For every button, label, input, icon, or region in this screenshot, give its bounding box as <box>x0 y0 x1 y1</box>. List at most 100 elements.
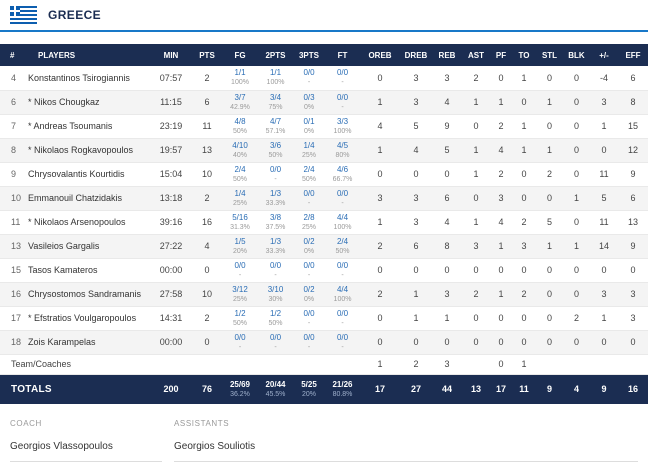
stat-p3: 0/1 0% <box>293 114 325 139</box>
totals-dreb: 27 <box>400 374 432 404</box>
stat-reb: 0 <box>432 258 462 283</box>
players-tbody: 4 Konstantinos Tsirogiannis 07:57 2 1/1 100% 1… <box>0 66 648 355</box>
stat-ft-percent: 100% <box>333 295 352 303</box>
stat-p2-percent: - <box>274 271 277 279</box>
stat-fg-fraction: 4/8 <box>234 116 246 126</box>
player-name[interactable]: Chrysovalantis Kourtidis <box>28 162 150 187</box>
player-name[interactable]: * Andreas Tsoumanis <box>28 114 150 139</box>
stat-dreb: 3 <box>400 210 432 235</box>
stat-oreb: 3 <box>360 186 400 211</box>
stat-ft: 0/0- <box>325 90 360 115</box>
stat-fg-percent: - <box>238 343 242 351</box>
stat-eff: 9 <box>618 234 648 259</box>
stat-to: 1 <box>512 114 536 139</box>
stat-p2-fraction: 1/3 <box>269 236 282 246</box>
stat-ft: 4/4 100% <box>325 210 360 235</box>
stat-pm: 3 <box>590 282 618 307</box>
stat-pf: 0 <box>490 258 512 283</box>
player-name[interactable]: Emmanouil Chatzidakis <box>28 186 150 211</box>
stat-reb: 6 <box>432 186 462 211</box>
stat-ft: 0/0- <box>325 186 360 211</box>
stat-pm: 14 <box>590 234 618 259</box>
stat-ft: 0/0- <box>325 258 360 283</box>
stat-p3-fraction: 1/4 <box>303 140 315 150</box>
stat-p3: 2/4 50% <box>293 162 325 187</box>
stat-fg: 1/2 50% <box>222 306 258 331</box>
stat-fg: 3/7 42.9% <box>222 90 258 115</box>
stat-pts: 6 <box>192 90 222 115</box>
stat-pm: 11 <box>590 162 618 187</box>
jersey-number: 11 <box>0 210 28 235</box>
stat-p2-fraction: 3/10 <box>267 284 284 294</box>
stat-p2-percent: 50% <box>268 151 283 159</box>
stat-p2: 3/6 50% <box>258 138 293 163</box>
stat-p3-percent: - <box>307 199 311 207</box>
stat-eff: 13 <box>618 210 648 235</box>
stat-fg-percent: 25% <box>232 295 247 303</box>
stat-p3-fraction: 0/3 <box>303 92 315 102</box>
stat-ast: 0 <box>462 258 490 283</box>
stat-oreb: 0 <box>360 258 400 283</box>
col-2pts: 2PTS <box>258 44 293 66</box>
stat-p2: 0/0- <box>258 330 293 355</box>
stat-pts: 2 <box>192 66 222 91</box>
player-name[interactable]: Vasileios Gargalis <box>28 234 150 259</box>
stat-ft: 0/0- <box>325 306 360 331</box>
stat-oreb: 0 <box>360 306 400 331</box>
stat-fg: 0/0- <box>222 330 258 355</box>
totals-ft: 21/26 80.8% <box>325 374 360 404</box>
stat-to: 2 <box>512 282 536 307</box>
team-stat-dreb: 2 <box>400 354 432 375</box>
player-name[interactable]: * Efstratios Voulgaropoulos <box>28 306 150 331</box>
stat-oreb: 1 <box>360 210 400 235</box>
player-name[interactable]: Konstantinos Tsirogiannis <box>28 66 150 91</box>
stat-to: 1 <box>512 66 536 91</box>
stat-p2-percent: 33.3% <box>265 247 286 255</box>
stat-p3-percent: - <box>307 319 311 327</box>
stat-ft-fraction: 4/5 <box>336 140 349 150</box>
totals-ast: 13 <box>462 374 490 404</box>
stat-p3-percent: 0% <box>303 295 315 303</box>
totals-reb: 44 <box>432 374 462 404</box>
col-ft: FT <box>325 44 360 66</box>
stat-ft-percent: 100% <box>333 223 352 231</box>
player-name[interactable]: Chrysostomos Sandramanis <box>28 282 150 307</box>
stat-pts: 10 <box>192 162 222 187</box>
team-name: GREECE <box>48 8 102 22</box>
stat-pm: 1 <box>590 114 618 139</box>
stat-min: 07:57 <box>150 66 192 91</box>
stat-p2-percent: 50% <box>268 319 283 327</box>
stat-reb: 5 <box>432 138 462 163</box>
stat-fg-percent: 31.3% <box>230 223 250 231</box>
stat-to: 0 <box>512 258 536 283</box>
stat-ast: 0 <box>462 306 490 331</box>
player-name[interactable]: * Nikolaos Rogkavopoulos <box>28 138 150 163</box>
stat-fg-percent: 50% <box>232 127 247 135</box>
stat-eff: 15 <box>618 114 648 139</box>
stat-ft-fraction: 4/4 <box>336 284 349 294</box>
stat-min: 00:00 <box>150 258 192 283</box>
player-name[interactable]: * Nikolaos Arsenopoulos <box>28 210 150 235</box>
stat-ft: 4/6 66.7% <box>325 162 360 187</box>
stat-p2-fraction: 1/2 <box>269 308 282 318</box>
player-row: 10 Emmanouil Chatzidakis 13:18 2 1/4 25% 1/3 33… <box>0 186 648 211</box>
stat-pm: -4 <box>590 66 618 91</box>
player-name[interactable]: Tasos Kamateros <box>28 258 150 283</box>
col-3pts: 3PTS <box>293 44 325 66</box>
col-dreb: DREB <box>400 44 432 66</box>
player-name[interactable]: * Nikos Chougkaz <box>28 90 150 115</box>
stat-p2: 0/0- <box>258 258 293 283</box>
stat-pm: 11 <box>590 210 618 235</box>
stat-ast: 1 <box>462 138 490 163</box>
stat-stl: 0 <box>536 282 563 307</box>
player-name[interactable]: Zois Karampelas <box>28 330 150 355</box>
stat-fg-percent: 42.9% <box>230 103 250 111</box>
stat-dreb: 1 <box>400 306 432 331</box>
totals-fg-fraction: 25/69 <box>229 379 251 389</box>
col-eff: EFF <box>618 44 648 66</box>
stat-p2: 1/3 33.3% <box>258 234 293 259</box>
stat-oreb: 4 <box>360 114 400 139</box>
stat-ft-fraction: 0/0 <box>336 260 349 270</box>
col-pts: PTS <box>192 44 222 66</box>
player-row: 16 Chrysostomos Sandramanis 27:58 10 3/12 25%… <box>0 282 648 307</box>
